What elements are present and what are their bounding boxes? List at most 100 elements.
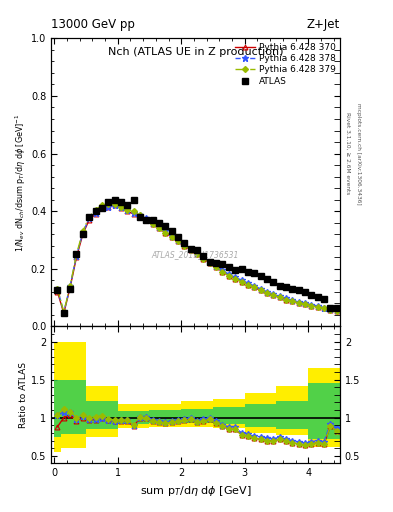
Pythia 6.428 370 [334, 308, 339, 314]
ATLAS [150, 217, 155, 223]
Pythia 6.428 370 [81, 231, 85, 237]
Pythia 6.428 378 [214, 263, 219, 269]
Line: Pythia 6.428 370: Pythia 6.428 370 [55, 203, 339, 316]
ATLAS [309, 291, 314, 297]
ATLAS [290, 286, 295, 292]
Pythia 6.428 370 [99, 205, 104, 211]
Line: Pythia 6.428 379: Pythia 6.428 379 [55, 202, 339, 314]
ATLAS [68, 286, 72, 292]
Pythia 6.428 378 [131, 209, 136, 216]
Pythia 6.428 370 [176, 238, 180, 244]
Pythia 6.428 378 [322, 305, 327, 311]
Pythia 6.428 379 [233, 275, 237, 282]
ATLAS [176, 234, 180, 240]
Pythia 6.428 378 [296, 298, 301, 305]
ATLAS [144, 217, 149, 223]
Pythia 6.428 370 [112, 202, 117, 208]
Pythia 6.428 370 [271, 292, 275, 298]
Pythia 6.428 378 [309, 302, 314, 308]
Pythia 6.428 370 [201, 255, 206, 262]
Pythia 6.428 370 [252, 284, 257, 290]
Pythia 6.428 370 [264, 290, 269, 296]
Pythia 6.428 379 [328, 307, 333, 313]
ATLAS [131, 197, 136, 203]
Pythia 6.428 379 [74, 251, 79, 258]
Pythia 6.428 379 [55, 286, 60, 292]
Pythia 6.428 379 [61, 309, 66, 315]
Pythia 6.428 379 [176, 238, 180, 244]
Pythia 6.428 370 [157, 225, 162, 231]
ATLAS [233, 267, 237, 273]
X-axis label: sum p$_T$/d$\eta$ d$\phi$ [GeV]: sum p$_T$/d$\eta$ d$\phi$ [GeV] [140, 484, 252, 498]
ATLAS [220, 261, 225, 267]
Line: ATLAS: ATLAS [54, 197, 340, 316]
Pythia 6.428 379 [334, 308, 339, 314]
Text: ATLAS_2019_I1736531: ATLAS_2019_I1736531 [152, 250, 239, 259]
Pythia 6.428 370 [303, 301, 307, 307]
Pythia 6.428 378 [226, 271, 231, 278]
Pythia 6.428 379 [252, 284, 257, 290]
ATLAS [74, 251, 79, 258]
Pythia 6.428 370 [214, 264, 219, 270]
Pythia 6.428 370 [233, 275, 237, 282]
ATLAS [55, 287, 60, 293]
Pythia 6.428 379 [169, 234, 174, 240]
ATLAS [208, 259, 212, 265]
Pythia 6.428 379 [163, 230, 168, 236]
ATLAS [284, 284, 288, 290]
Pythia 6.428 370 [258, 287, 263, 293]
Pythia 6.428 379 [258, 287, 263, 293]
Pythia 6.428 370 [163, 230, 168, 236]
Pythia 6.428 379 [125, 207, 130, 213]
Pythia 6.428 378 [61, 309, 66, 315]
Pythia 6.428 379 [81, 228, 85, 234]
Pythia 6.428 378 [303, 300, 307, 306]
Pythia 6.428 379 [239, 279, 244, 285]
ATLAS [188, 245, 193, 251]
ATLAS [296, 287, 301, 293]
ATLAS [125, 202, 130, 208]
Pythia 6.428 379 [284, 296, 288, 303]
Pythia 6.428 379 [182, 243, 187, 249]
Pythia 6.428 378 [125, 207, 130, 213]
Pythia 6.428 379 [144, 217, 149, 223]
Pythia 6.428 378 [277, 293, 282, 300]
Pythia 6.428 378 [334, 307, 339, 313]
Pythia 6.428 379 [226, 273, 231, 279]
Pythia 6.428 378 [328, 306, 333, 312]
Pythia 6.428 370 [125, 208, 130, 214]
Pythia 6.428 370 [106, 204, 110, 210]
Pythia 6.428 379 [131, 208, 136, 214]
Pythia 6.428 379 [277, 294, 282, 301]
Pythia 6.428 378 [93, 209, 98, 216]
Pythia 6.428 379 [99, 202, 104, 208]
Pythia 6.428 370 [315, 304, 320, 310]
Pythia 6.428 379 [112, 201, 117, 207]
Pythia 6.428 370 [246, 282, 250, 288]
ATLAS [246, 268, 250, 274]
ATLAS [214, 260, 219, 266]
Pythia 6.428 378 [220, 267, 225, 273]
Pythia 6.428 370 [226, 273, 231, 279]
ATLAS [195, 247, 200, 253]
Pythia 6.428 378 [138, 212, 142, 219]
Pythia 6.428 370 [169, 234, 174, 240]
Pythia 6.428 378 [74, 253, 79, 259]
Pythia 6.428 379 [201, 255, 206, 262]
Pythia 6.428 379 [195, 251, 200, 258]
ATLAS [315, 294, 320, 301]
Pythia 6.428 370 [74, 254, 79, 260]
ATLAS [264, 275, 269, 282]
Pythia 6.428 370 [296, 300, 301, 306]
Pythia 6.428 370 [138, 214, 142, 220]
ATLAS [271, 279, 275, 285]
Pythia 6.428 370 [150, 221, 155, 227]
Pythia 6.428 370 [208, 260, 212, 266]
Text: Nch (ATLAS UE in Z production): Nch (ATLAS UE in Z production) [108, 47, 283, 57]
ATLAS [119, 199, 123, 205]
Y-axis label: 1/N$_{ev}$ dN$_{ch}$/dsum p$_T$/d$\eta$ d$\phi$ [GeV]$^{-1}$: 1/N$_{ev}$ dN$_{ch}$/dsum p$_T$/d$\eta$ … [14, 113, 28, 251]
Pythia 6.428 370 [328, 307, 333, 313]
ATLAS [226, 264, 231, 270]
Pythia 6.428 378 [271, 291, 275, 297]
Pythia 6.428 378 [195, 250, 200, 256]
